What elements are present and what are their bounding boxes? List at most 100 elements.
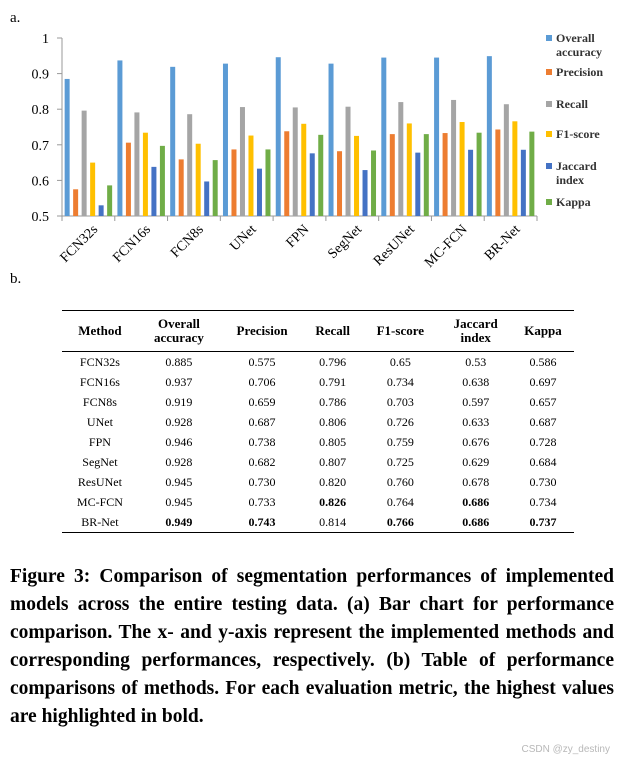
table-cell: 0.65 xyxy=(389,354,411,369)
table-row: UNet 0.928 0.687 0.806 0.726 0.633 0.687 xyxy=(62,412,574,432)
x-tick-label: FCN16s xyxy=(110,222,154,266)
legend-swatch xyxy=(546,199,552,205)
bar-FCN16s-jaccard-index xyxy=(151,166,157,216)
table-cell: 0.734 xyxy=(386,374,414,389)
bar-FPN-overall-accuracy xyxy=(275,57,281,216)
x-tick-label: UNet xyxy=(227,222,259,254)
table-cell: ResUNet xyxy=(77,474,122,489)
table-cell: 0.684 xyxy=(529,454,557,469)
x-tick-label: BR-Net xyxy=(482,222,523,263)
table-cell: 0.945 xyxy=(165,474,193,489)
y-tick-label: 0.8 xyxy=(32,103,50,118)
bar-MC-FCN-recall xyxy=(451,99,457,216)
table-row: FCN32s 0.885 0.575 0.796 0.65 0.53 0.586 xyxy=(62,352,574,373)
x-tick-label: FCN8s xyxy=(168,222,207,261)
table-cell: 0.697 xyxy=(529,374,557,389)
legend-swatch xyxy=(546,101,552,107)
table-cell: 0.796 xyxy=(319,354,347,369)
table-cell: 0.737 xyxy=(512,512,574,533)
bar-SegNet-overall-accuracy xyxy=(328,63,334,216)
bar-ResUNet-recall xyxy=(398,102,404,216)
table-cell: 0.686 xyxy=(439,512,512,533)
legend-label: Jaccard index xyxy=(556,159,597,187)
y-tick-label: 0.6 xyxy=(32,174,50,189)
bar-FCN16s-overall-accuracy xyxy=(117,60,123,216)
table-cell: 0.949 xyxy=(137,512,220,533)
table-header-cell: Kappa xyxy=(512,310,574,352)
table-cell: 0.806 xyxy=(319,414,347,429)
table-cell: 0.766 xyxy=(361,512,440,533)
bar-BR-Net-overall-accuracy xyxy=(486,56,492,216)
watermark: CSDN @zy_destiny xyxy=(521,744,610,755)
table-cell: UNet xyxy=(86,414,113,429)
bar-FPN-f1-score xyxy=(301,123,307,216)
bar-ResUNet-f1-score xyxy=(406,123,412,216)
table-cell: 0.657 xyxy=(529,394,557,409)
x-tick-label: SegNet xyxy=(325,222,365,262)
bar-FCN8s-recall xyxy=(187,114,193,216)
table-cell: 0.814 xyxy=(304,512,362,533)
legend-label: Overall accuracy xyxy=(556,31,602,59)
y-tick-label: 0.5 xyxy=(32,210,50,225)
table-cell: 0.597 xyxy=(462,394,490,409)
bar-UNet-recall xyxy=(239,107,245,216)
table-cell: FPN xyxy=(88,434,111,449)
bar-MC-FCN-kappa xyxy=(476,132,482,216)
table-header-cell: Jaccard index xyxy=(439,310,512,352)
table-cell: SegNet xyxy=(82,454,118,469)
bar-BR-Net-f1-score xyxy=(512,121,518,216)
table-cell: 0.703 xyxy=(386,394,414,409)
table-cell: 0.687 xyxy=(529,414,557,429)
bar-FCN8s-f1-score xyxy=(195,143,201,216)
bar-ResUNet-overall-accuracy xyxy=(381,57,387,216)
bar-UNet-precision xyxy=(231,149,237,216)
table-header-cell: Recall xyxy=(304,310,362,352)
figure-caption: Figure 3: Comparison of segmentation per… xyxy=(10,566,614,727)
bar-FPN-kappa xyxy=(318,134,324,216)
x-tick-label: MC-FCN xyxy=(422,222,471,271)
table-cell: 0.764 xyxy=(386,494,414,509)
results-table: Method Overall accuracy Precision Recall F1-s… xyxy=(62,310,574,533)
bar-FCN32s-precision xyxy=(73,189,79,216)
legend-swatch xyxy=(546,69,552,75)
table-row: FCN8s 0.919 0.659 0.786 0.703 0.597 0.657 xyxy=(62,392,574,412)
bar-FCN32s-recall xyxy=(81,110,87,216)
table-row: BR-Net 0.949 0.743 0.814 0.766 0.686 0.737 xyxy=(62,512,574,533)
table-cell: 0.786 xyxy=(319,394,347,409)
bar-SegNet-jaccard-index xyxy=(362,170,368,216)
legend-label: F1-score xyxy=(556,127,600,141)
bar-BR-Net-precision xyxy=(495,129,501,216)
bar-UNet-kappa xyxy=(265,149,271,216)
table-cell: 0.676 xyxy=(462,434,490,449)
bar-FCN32s-jaccard-index xyxy=(98,205,104,216)
bar-FCN32s-kappa xyxy=(107,185,113,216)
y-tick-label: 0.7 xyxy=(32,139,50,154)
table-cell: 0.686 xyxy=(462,494,490,509)
bar-FCN8s-jaccard-index xyxy=(204,181,210,216)
bar-FCN8s-precision xyxy=(178,159,184,216)
table-cell: FCN8s xyxy=(82,394,117,409)
table-cell: 0.706 xyxy=(248,374,276,389)
panel-b-label: b. xyxy=(10,271,22,287)
bar-FCN16s-kappa xyxy=(159,145,165,216)
panel-a-label: a. xyxy=(10,10,21,26)
table-row: SegNet 0.928 0.682 0.807 0.725 0.629 0.684 xyxy=(62,452,574,472)
bar-FCN8s-kappa xyxy=(212,160,218,216)
bar-UNet-jaccard-index xyxy=(256,168,262,216)
table-row: FCN16s 0.937 0.706 0.791 0.734 0.638 0.697 xyxy=(62,372,574,392)
table-cell: 0.575 xyxy=(248,354,276,369)
y-tick-label: 0.9 xyxy=(32,68,50,83)
table-cell: 0.53 xyxy=(465,354,487,369)
bar-FCN16s-precision xyxy=(125,142,131,216)
table-header-cell: Method xyxy=(62,310,138,352)
table-cell: 0.919 xyxy=(165,394,193,409)
table-row: FPN 0.946 0.738 0.805 0.759 0.676 0.728 xyxy=(62,432,574,452)
table-cell: FCN32s xyxy=(79,354,120,369)
table-cell: 0.633 xyxy=(462,414,490,429)
legend-swatch xyxy=(546,35,552,41)
table-cell: 0.734 xyxy=(529,494,557,509)
table-cell: 0.805 xyxy=(319,434,347,449)
bar-UNet-f1-score xyxy=(248,135,254,216)
bar-SegNet-precision xyxy=(337,151,343,216)
table-cell: 0.629 xyxy=(462,454,490,469)
